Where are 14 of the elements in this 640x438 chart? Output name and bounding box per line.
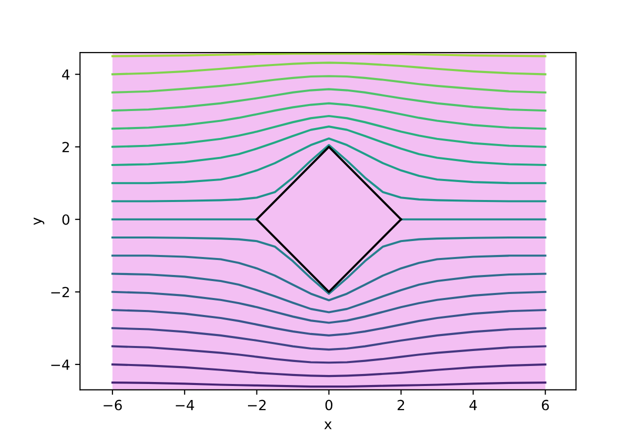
y-tick-label: −2 bbox=[51, 286, 69, 298]
y-tick-label: 0 bbox=[62, 214, 70, 225]
x-tick-label: −2 bbox=[248, 400, 266, 410]
y-tick-label: −4 bbox=[51, 360, 70, 370]
x-tick-label: −6 bbox=[104, 400, 122, 410]
y-tick-label: 2 bbox=[62, 142, 69, 152]
x-tick-label: 2 bbox=[398, 400, 404, 410]
x-tick-label: 4 bbox=[469, 400, 477, 410]
x-tick-label: 0 bbox=[325, 400, 332, 410]
y-tick-label: 4 bbox=[62, 69, 70, 80]
x-tick-label: −4 bbox=[176, 400, 194, 410]
y-axis-title: y bbox=[34, 217, 44, 225]
x-tick-label: 6 bbox=[542, 400, 549, 410]
x-axis-title: x bbox=[324, 422, 332, 430]
